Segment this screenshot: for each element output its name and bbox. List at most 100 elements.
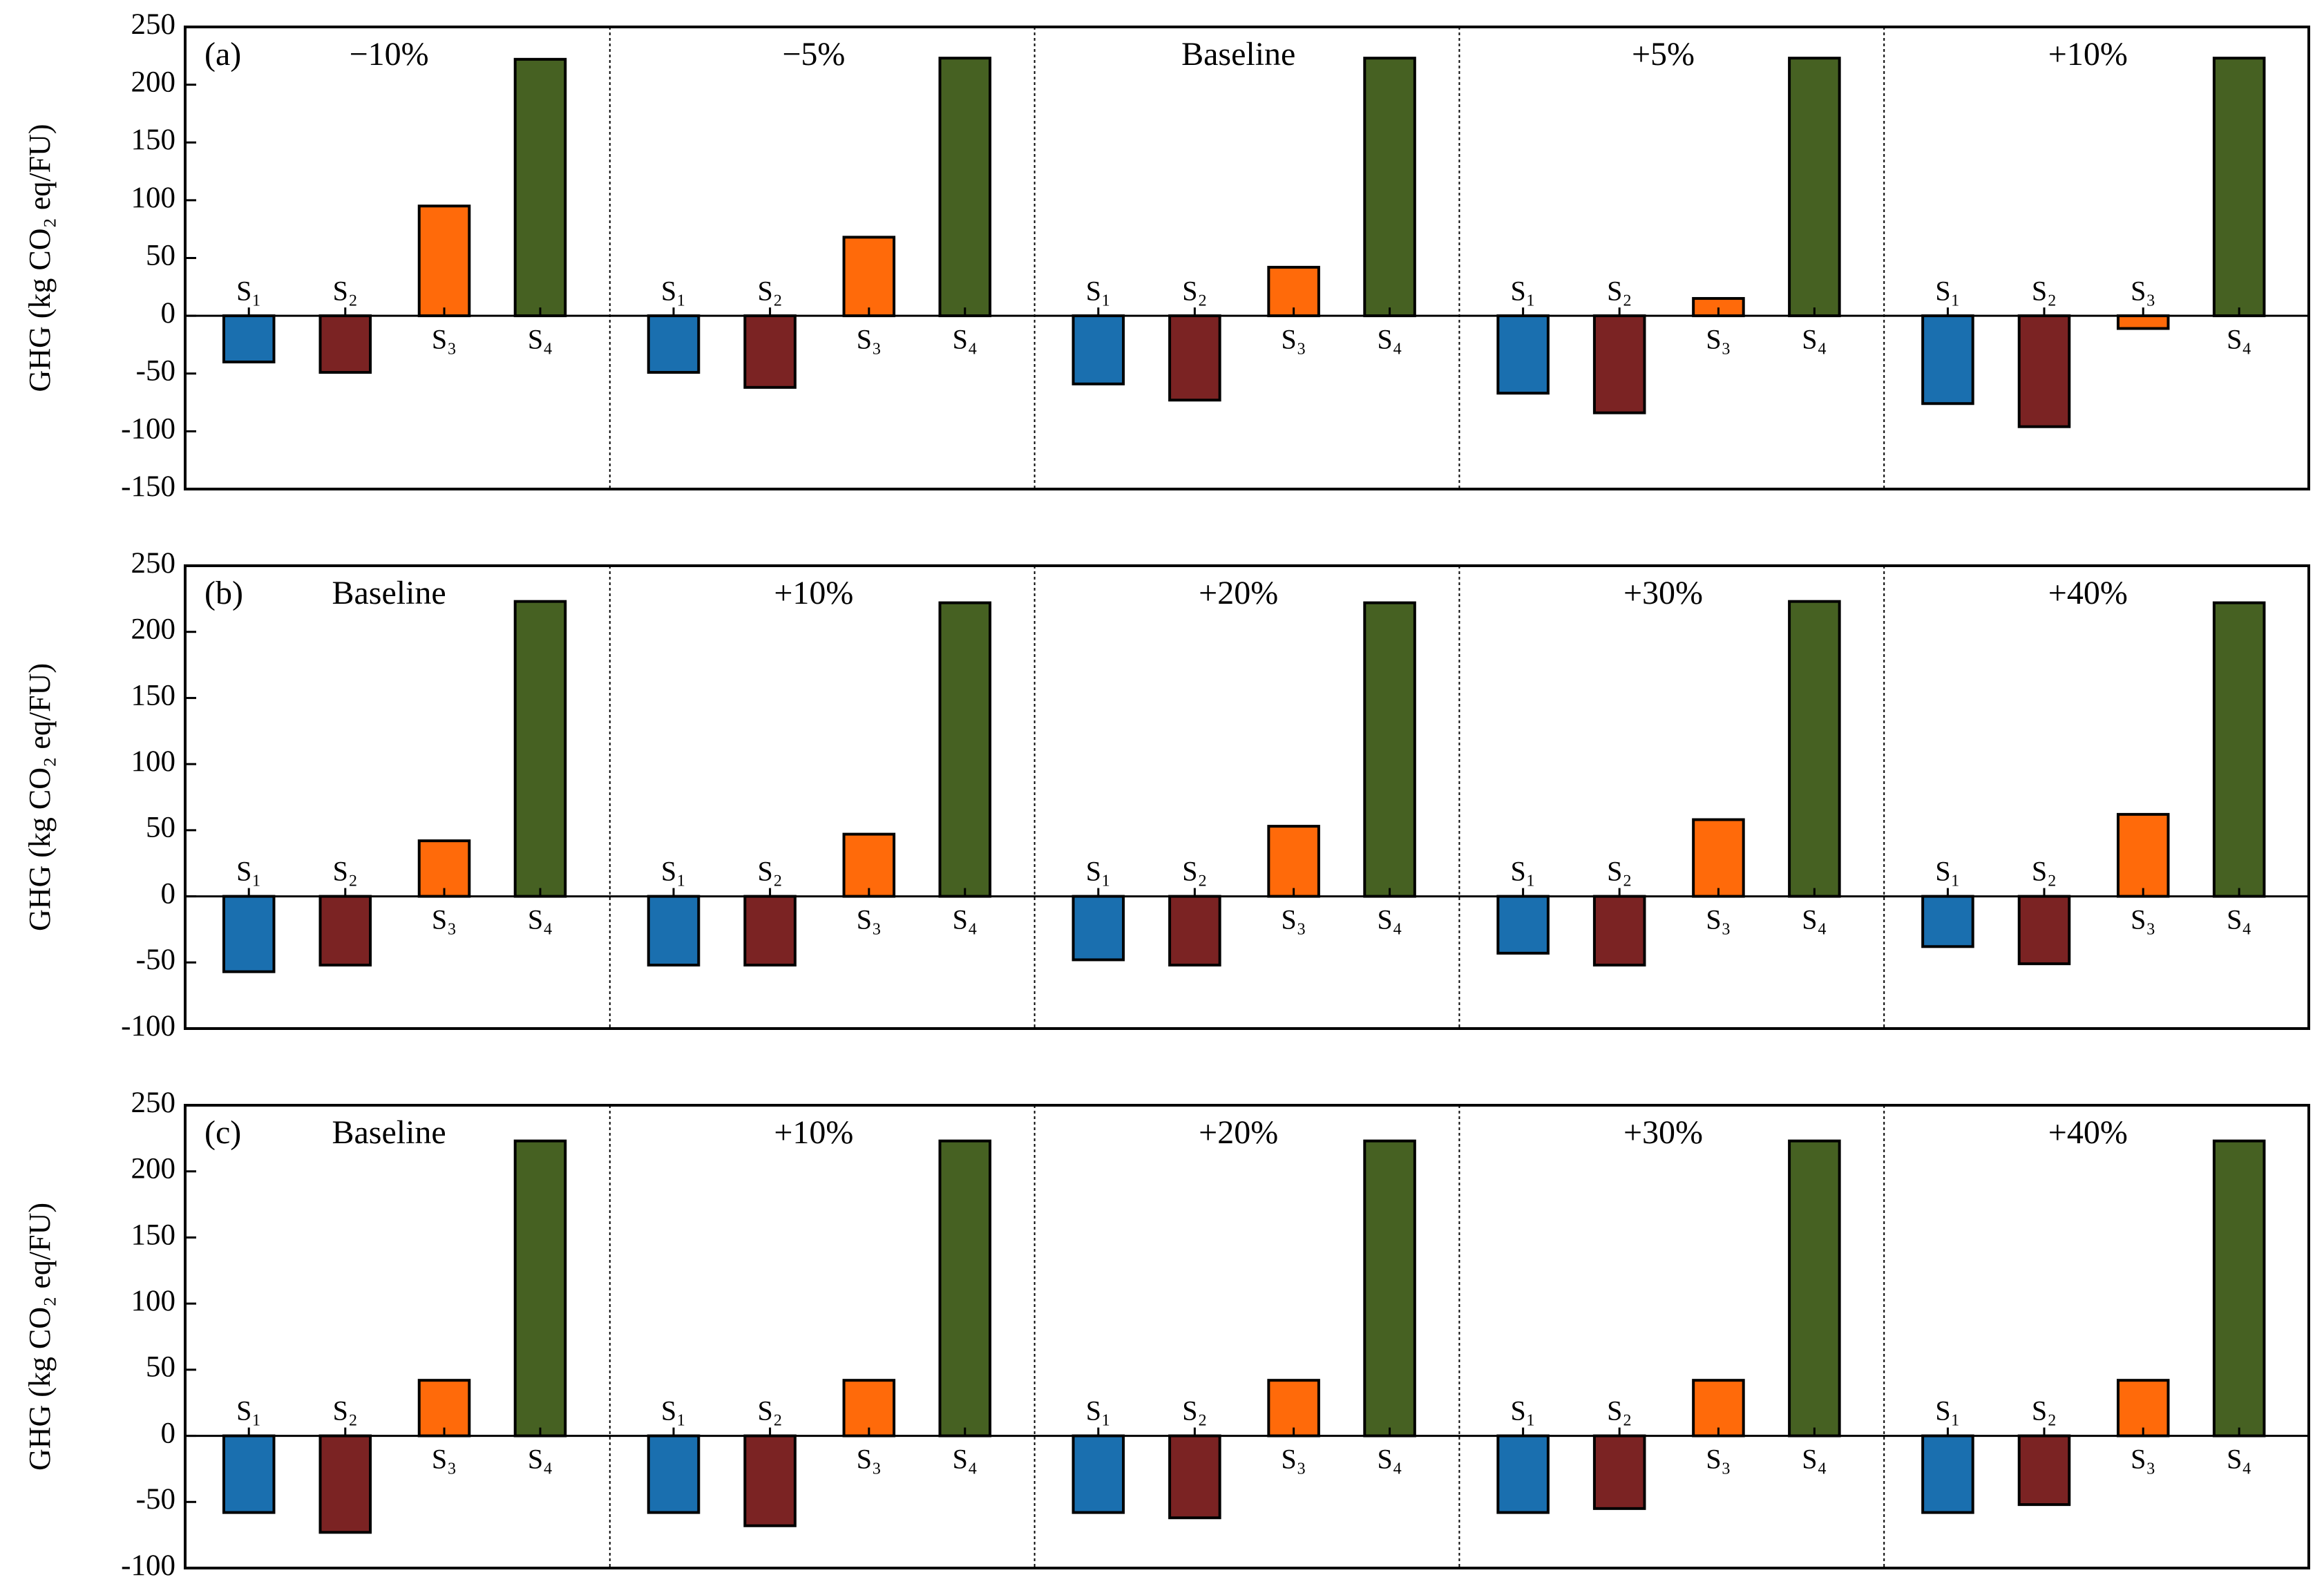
series-label: S₄ xyxy=(1377,323,1402,354)
bar xyxy=(318,1434,372,1534)
panel-label: (c) xyxy=(204,1114,241,1151)
series-label: S₄ xyxy=(953,1444,978,1475)
series-label: S₂ xyxy=(1182,275,1207,306)
series-label: S₃ xyxy=(432,904,457,935)
group-label: +10% xyxy=(2048,36,2128,73)
series-label: S₁ xyxy=(1086,1395,1111,1426)
series-label: S₃ xyxy=(432,323,457,354)
series-label: S₃ xyxy=(1706,1444,1731,1475)
bar xyxy=(2017,1434,2071,1507)
series-label: S₂ xyxy=(2032,275,2057,306)
series-label: S₁ xyxy=(1935,275,1960,306)
series-label: S₁ xyxy=(1935,856,1960,887)
bar xyxy=(647,314,701,374)
series-label: S₂ xyxy=(1182,856,1207,887)
series-label: S₃ xyxy=(1706,904,1731,935)
series-label: S₄ xyxy=(2227,323,2251,354)
series-label: S₁ xyxy=(661,275,686,306)
y-tick-label: 50 xyxy=(146,239,175,271)
group-label: −5% xyxy=(782,36,845,73)
series-label: S₂ xyxy=(757,1395,782,1426)
bar xyxy=(513,57,567,318)
series-label: S₂ xyxy=(1607,856,1632,887)
bar xyxy=(1363,1139,1416,1438)
series-label: S₃ xyxy=(1282,323,1306,354)
bar xyxy=(417,204,471,318)
series-label: S₄ xyxy=(953,323,978,354)
panel-label: (a) xyxy=(204,36,241,73)
y-tick-label: -100 xyxy=(121,412,175,445)
y-tick-label: 200 xyxy=(131,66,176,99)
bar xyxy=(417,1379,471,1438)
bar xyxy=(1071,1434,1125,1514)
y-tick-label: -50 xyxy=(136,944,175,976)
series-label: S₄ xyxy=(1802,904,1827,935)
y-tick-label: 0 xyxy=(161,1417,176,1449)
plot-frame xyxy=(184,1104,2310,1569)
bar xyxy=(1496,1434,1550,1514)
y-tick-label: 100 xyxy=(131,182,176,214)
y-tick-label: 50 xyxy=(146,1351,175,1384)
y-tick-label: 100 xyxy=(131,745,176,778)
series-label: S₂ xyxy=(757,856,782,887)
group-label: +5% xyxy=(1632,36,1695,73)
series-label: S₃ xyxy=(2131,1444,2155,1475)
y-tick-label: 0 xyxy=(161,877,176,910)
series-label: S₄ xyxy=(528,323,553,354)
bar xyxy=(743,314,797,389)
group-label: +40% xyxy=(2048,575,2128,611)
series-label: S₂ xyxy=(1607,275,1632,306)
group-label: +10% xyxy=(774,1114,853,1151)
group-label: Baseline xyxy=(332,1114,446,1151)
series-label: S₁ xyxy=(1511,275,1536,306)
bar xyxy=(1496,895,1550,955)
y-tick-label: 50 xyxy=(146,812,175,844)
bar xyxy=(743,1434,797,1527)
group-label: Baseline xyxy=(1181,36,1295,73)
bar xyxy=(513,600,567,898)
bar xyxy=(2017,895,2071,966)
bar xyxy=(842,1379,896,1438)
series-label: S₁ xyxy=(1086,856,1111,887)
group-label: +20% xyxy=(1199,575,1278,611)
series-label: S₁ xyxy=(236,1395,261,1426)
bar xyxy=(2212,1139,2266,1438)
series-label: S₄ xyxy=(2227,1444,2251,1475)
y-tick-label: 0 xyxy=(161,297,176,329)
bar xyxy=(1168,314,1221,402)
series-label: S₄ xyxy=(953,904,978,935)
bar xyxy=(1267,1379,1320,1438)
y-tick-label: 200 xyxy=(131,1153,176,1185)
bar xyxy=(938,57,992,318)
bar xyxy=(938,601,992,898)
series-label: S₃ xyxy=(1706,323,1731,354)
bar xyxy=(938,1139,992,1438)
y-tick-label: 100 xyxy=(131,1285,176,1317)
group-label: Baseline xyxy=(332,575,446,611)
series-label: S₄ xyxy=(528,1444,553,1475)
bar xyxy=(318,314,372,374)
y-tick-label: -100 xyxy=(121,1549,175,1582)
bar xyxy=(2116,1379,2170,1438)
series-label: S₃ xyxy=(432,1444,457,1475)
bar xyxy=(1592,1434,1646,1510)
panel-label: (b) xyxy=(204,575,243,611)
series-label: S₃ xyxy=(857,904,882,935)
series-label: S₄ xyxy=(2227,904,2251,935)
bar xyxy=(842,236,896,318)
bar xyxy=(842,832,896,898)
series-label: S₂ xyxy=(2032,1395,2057,1426)
y-tick-label: 150 xyxy=(131,1219,176,1251)
series-label: S₁ xyxy=(236,856,261,887)
bar xyxy=(1788,57,1841,318)
plot-frame xyxy=(184,564,2310,1030)
series-label: S₁ xyxy=(236,275,261,306)
y-tick-label: 150 xyxy=(131,679,176,711)
y-tick-label: -50 xyxy=(136,355,175,388)
bar xyxy=(1168,895,1221,967)
bar xyxy=(1692,1379,1745,1438)
group-label: −10% xyxy=(350,36,429,73)
series-label: S₃ xyxy=(857,323,882,354)
series-label: S₄ xyxy=(1377,904,1402,935)
